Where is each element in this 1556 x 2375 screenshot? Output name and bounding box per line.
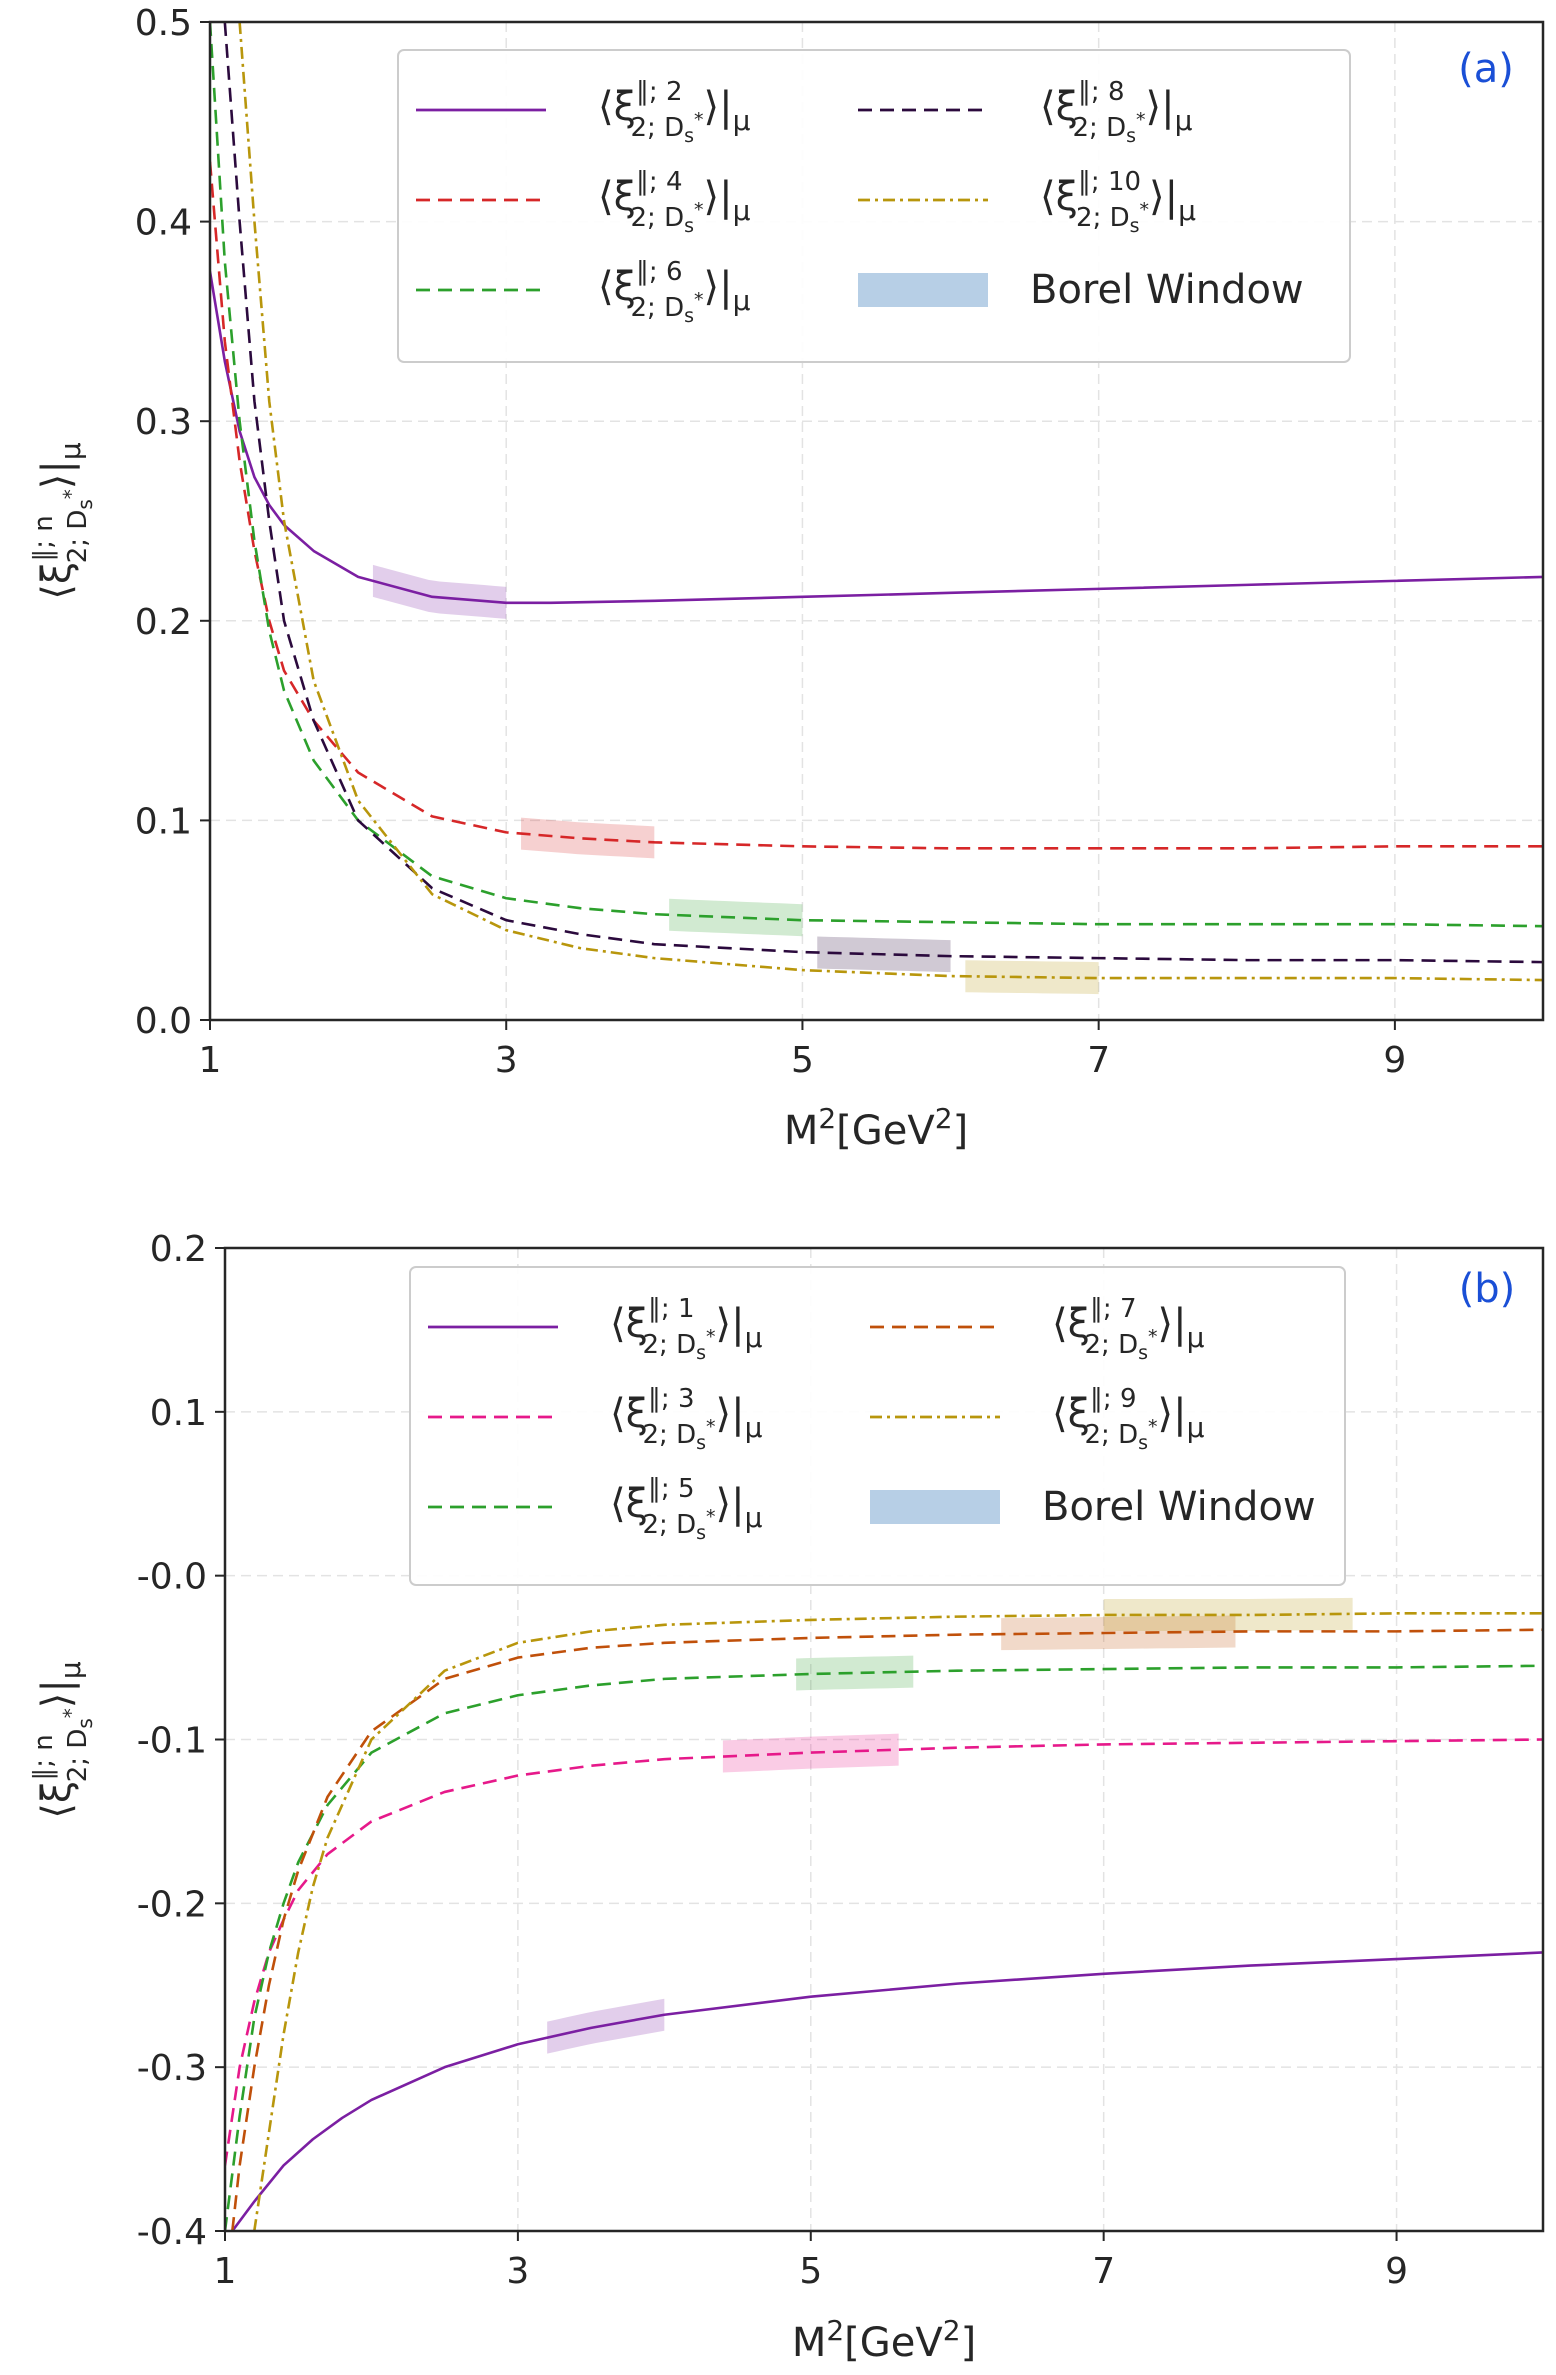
- series-line-1: [210, 161, 1543, 850]
- panel-b: 1 3 5 7 9 -0.4 -0.3 -0.2 -0.1 -0.0 0.1 0.2 M2[GeV2]…: [29, 1229, 1545, 2366]
- series-line-2: [225, 1664, 1543, 2231]
- x-tick-label: 3: [495, 1040, 518, 1081]
- svg-text:⟨ξ∥; n2; Ds*⟩|μ: ⟨ξ∥; n 2; Ds*⟩|μ: [29, 1661, 97, 1819]
- borel-window-band: [796, 1655, 914, 1691]
- legend-label: ⟨ξ∥; 7 2; Ds*⟩|μ: [1052, 1294, 1205, 1364]
- panel-b-borel-bands: [547, 1597, 1353, 2054]
- series-line-4: [253, 1612, 1543, 2231]
- borel-window-band: [372, 564, 507, 619]
- legend-box: [409, 1266, 1346, 1586]
- series-line-4: [238, 22, 1543, 982]
- x-tick-label: 9: [1385, 2251, 1408, 2292]
- legend-label: ⟨ξ∥; 9 2; Ds*⟩|μ: [1052, 1384, 1205, 1454]
- legend-borel-label: Borel Window: [1030, 267, 1304, 313]
- y-tick-label: 0.4: [135, 203, 192, 244]
- x-tick-label: 1: [199, 1040, 222, 1081]
- panel-a-series: [210, 22, 1543, 982]
- panel-a-frame: [208, 20, 1545, 1022]
- legend-label: ⟨ξ∥; 2 2; Ds*⟩|μ: [598, 77, 751, 147]
- y-tick-label: -0.1: [137, 1721, 207, 1762]
- y-tick-label: 0.2: [150, 1229, 207, 1270]
- legend-label: ⟨ξ∥; 6 2; Ds*⟩|μ: [598, 257, 751, 327]
- panel-b-ylabel: ⟨ξ∥; n 2; Ds*⟩|μ: [29, 1661, 97, 1819]
- panel-a-tag: (a): [1458, 46, 1514, 92]
- panel-a-ticks: 1 3 5 7 9 0.0 0.1 0.2 0.3 0.4 0.5: [135, 3, 1407, 1081]
- panel-a-ylabel: ⟨ξ∥; n 2; Ds*⟩|μ: [29, 442, 97, 600]
- legend-borel-swatch: [858, 273, 988, 307]
- legend-label: ⟨ξ∥; 1 2; Ds*⟩|μ: [610, 1294, 763, 1364]
- y-tick-label: 0.1: [150, 1393, 207, 1434]
- panel-a-borel-bands: [372, 564, 1099, 995]
- legend-label: ⟨ξ∥; 10 2; Ds*⟩|μ: [1040, 167, 1196, 237]
- x-tick-label: 3: [506, 2251, 529, 2292]
- series-line-0: [210, 271, 1543, 605]
- x-tick-label: 9: [1383, 1040, 1406, 1081]
- svg-text:⟨ξ∥; n2; Ds*⟩|μ: ⟨ξ∥; n 2; Ds*⟩|μ: [29, 442, 97, 600]
- panel-b-series: [225, 1612, 1543, 2231]
- series-line-3: [231, 1628, 1543, 2231]
- y-tick-label: -0.0: [137, 1557, 207, 1598]
- x-tick-label: 1: [214, 2251, 237, 2292]
- borel-window-band: [1001, 1615, 1236, 1651]
- legend-label: ⟨ξ∥; 3 2; Ds*⟩|μ: [610, 1384, 763, 1454]
- panel-a-xlabel: M2[GeV2]: [784, 1102, 968, 1154]
- panel-b-legend: ⟨ξ∥; 1 2; Ds*⟩|μ ⟨ξ∥; 3 2; Ds*⟩|μ ⟨ξ∥; 5 2; D…: [409, 1266, 1346, 1586]
- legend-box: [397, 49, 1351, 363]
- y-tick-label: -0.3: [137, 2048, 207, 2089]
- legend-label: ⟨ξ∥; 4 2; Ds*⟩|μ: [598, 167, 751, 237]
- y-tick-label: -0.4: [137, 2212, 207, 2253]
- legend-label: ⟨ξ∥; 5 2; Ds*⟩|μ: [610, 1474, 763, 1544]
- y-tick-label: 0.3: [135, 402, 192, 443]
- borel-window-band: [965, 960, 1099, 995]
- y-tick-label: -0.2: [137, 1884, 207, 1925]
- panel-b-ticks: 1 3 5 7 9 -0.4 -0.3 -0.2 -0.1 -0.0 0.1 0.2: [137, 1229, 1408, 2292]
- x-tick-label: 5: [791, 1040, 814, 1081]
- legend-borel-label: Borel Window: [1042, 1484, 1316, 1530]
- x-tick-label: 7: [1092, 2251, 1115, 2292]
- legend-label: ⟨ξ∥; 8 2; Ds*⟩|μ: [1040, 77, 1193, 147]
- y-tick-label: 0.5: [135, 3, 192, 44]
- legend-borel-swatch: [870, 1490, 1000, 1524]
- panel-b-tag: (b): [1459, 1266, 1516, 1312]
- borel-window-band: [669, 898, 803, 937]
- series-line-2: [210, 22, 1543, 928]
- x-tick-label: 7: [1087, 1040, 1110, 1081]
- panel-b-xlabel: M2[GeV2]: [792, 2314, 976, 2366]
- series-line-1: [225, 1738, 1543, 2166]
- series-line-3: [223, 22, 1543, 964]
- x-tick-label: 5: [799, 2251, 822, 2292]
- y-tick-label: 0.0: [135, 1001, 192, 1042]
- borel-window-band: [1103, 1597, 1353, 1631]
- y-tick-label: 0.1: [135, 801, 192, 842]
- y-tick-label: 0.2: [135, 602, 192, 643]
- borel-window-band: [722, 1733, 899, 1773]
- series-line-0: [231, 1951, 1543, 2231]
- panel-a-legend: ⟨ξ∥; 2 2; Ds*⟩|μ ⟨ξ∥; 4 2; Ds*⟩|μ ⟨ξ∥; 6 2; D…: [397, 49, 1351, 363]
